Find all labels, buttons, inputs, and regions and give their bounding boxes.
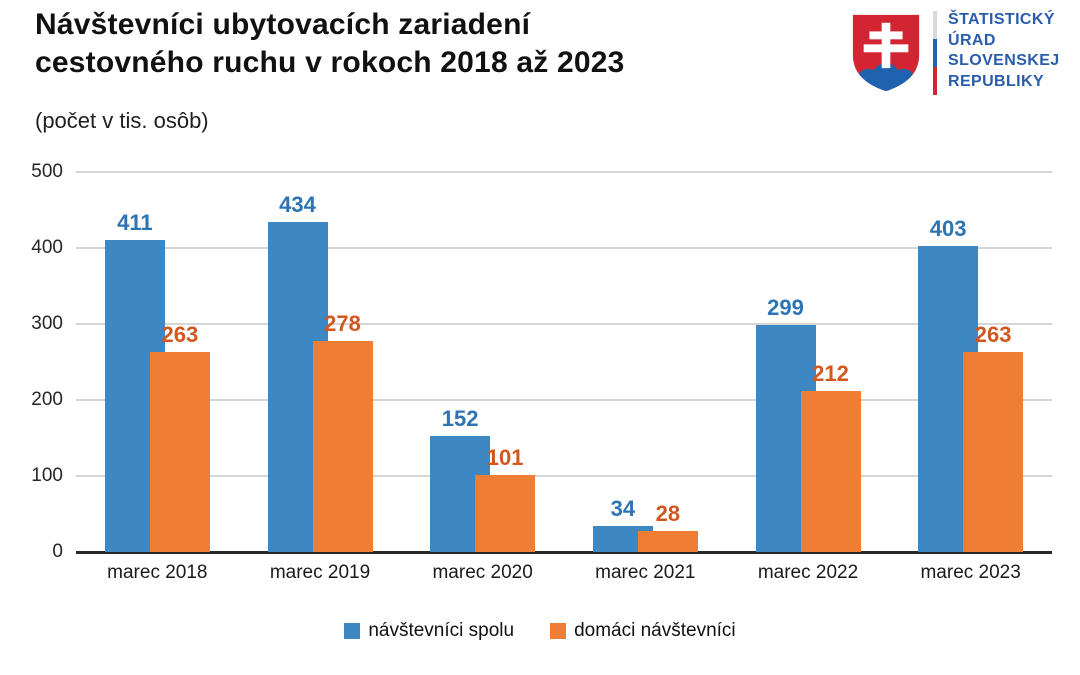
gridline-500	[76, 171, 1052, 173]
logo-org-name: ŠTATISTICKÝ ÚRAD SLOVENSKEJ REPUBLIKY	[948, 9, 1060, 92]
bar-series-2-marec-2020	[475, 475, 536, 552]
logo-org-line: ŠTATISTICKÝ	[948, 11, 1055, 28]
bar-value-label: 263	[974, 322, 1012, 348]
bar-value-label: 299	[767, 294, 804, 320]
y-tick-label-100: 100	[31, 465, 63, 486]
bar-value-label: 212	[812, 360, 849, 386]
x-tick-label-marec-2023: marec 2023	[920, 562, 1021, 583]
x-tick-label-marec-2018: marec 2018	[107, 562, 208, 583]
x-axis-line	[76, 551, 1052, 554]
y-tick-label-500: 500	[31, 161, 63, 182]
legend-item-label: návštevníci spolu	[368, 620, 515, 641]
bar-value-label: 101	[486, 445, 524, 471]
legend-color-swatch	[550, 623, 567, 639]
y-tick-label-0: 0	[52, 541, 63, 562]
legend-item: domáci návštevníci	[550, 620, 736, 642]
legend-item-label: domáci návštevníci	[574, 620, 736, 641]
chart-title-line-2: cestovného ruchu v rokoch 2018 až 2023	[35, 46, 625, 79]
bar-value-label: 411	[117, 209, 153, 235]
bar-series-2-marec-2018	[149, 352, 210, 552]
legend-item: návštevníci spolu	[344, 620, 514, 642]
gridline-100	[76, 475, 1052, 477]
bar-value-label: 278	[324, 310, 361, 336]
susr-logo: ŠTATISTICKÝ ÚRAD SLOVENSKEJ REPUBLIKY	[850, 9, 1060, 97]
bar-series-2-marec-2023	[963, 352, 1024, 552]
y-tick-label-300: 300	[31, 313, 63, 334]
chart-subtitle: (počet v tis. osôb)	[35, 108, 209, 133]
bar-series-2-marec-2022	[800, 390, 861, 552]
bar-series-2-marec-2019	[312, 340, 373, 552]
bar-series-2-marec-2021	[637, 530, 698, 552]
bar-value-label: 34	[610, 496, 636, 522]
gridline-400	[76, 247, 1052, 249]
tricolor-blue-stripe	[933, 39, 937, 67]
bar-value-label: 434	[279, 192, 316, 218]
slovak-coat-of-arms-icon	[852, 14, 920, 92]
logo-org-line: ÚRAD	[948, 31, 996, 49]
tricolor-red-stripe	[933, 67, 937, 95]
logo-org-line: REPUBLIKY	[948, 72, 1045, 90]
gridline-200	[76, 399, 1052, 401]
logo-org-line: SLOVENSKEJ	[948, 52, 1060, 69]
bar-value-label: 28	[655, 500, 681, 526]
y-tick-label-400: 400	[31, 237, 63, 258]
tricolor-white-stripe	[933, 11, 937, 39]
gridline-300	[76, 323, 1052, 325]
x-tick-label-marec-2020: marec 2020	[432, 562, 533, 583]
bar-value-label: 403	[929, 215, 967, 241]
x-tick-label-marec-2022: marec 2022	[757, 562, 859, 583]
legend-color-swatch	[344, 623, 361, 639]
x-tick-label-marec-2021: marec 2021	[595, 562, 696, 583]
chart-title-line-1: Návštevníci ubytovacích zariadení	[35, 8, 531, 41]
tricolor-divider	[933, 11, 937, 95]
chart-title: Návštevníci ubytovacích zariadení cestov…	[35, 6, 625, 82]
x-tick-label-marec-2019: marec 2019	[269, 562, 371, 583]
bar-value-label: 263	[161, 322, 199, 348]
y-tick-label-200: 200	[31, 389, 63, 410]
chart-legend: návštevníci spolu domáci návštevníci	[0, 620, 1080, 642]
bar-value-label: 152	[441, 406, 479, 432]
